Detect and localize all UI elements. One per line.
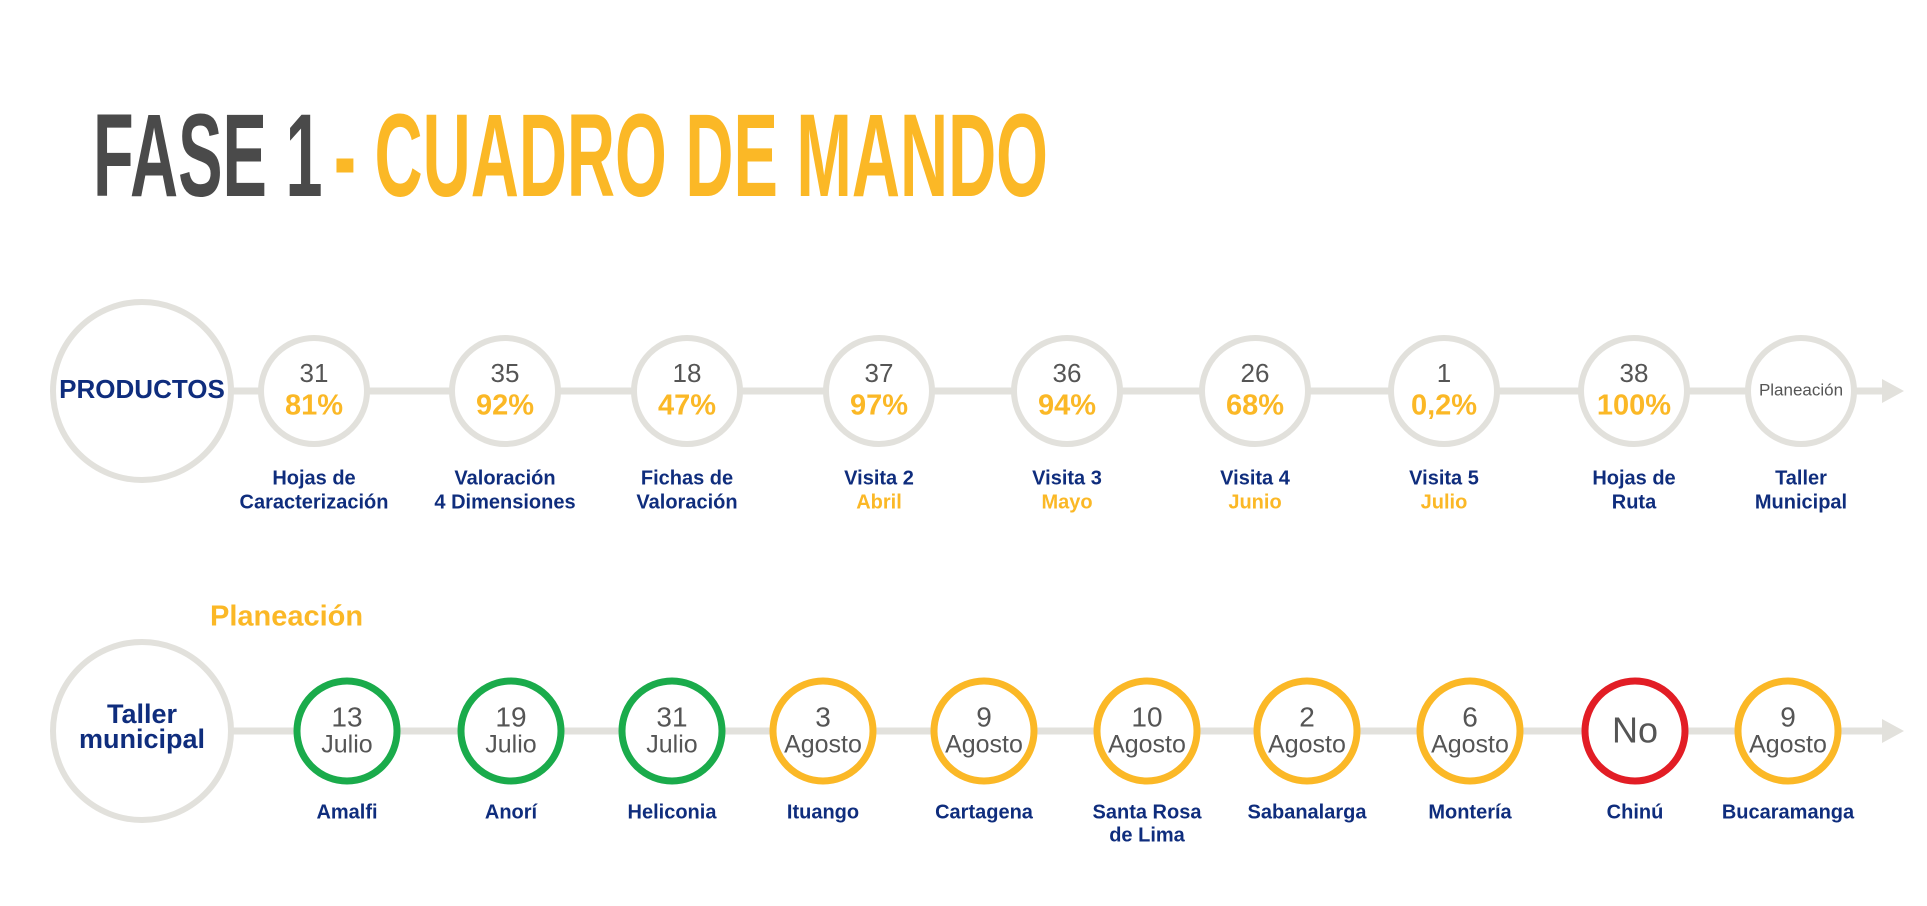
day: 10 bbox=[1131, 701, 1162, 732]
place-label: Cartagena bbox=[935, 801, 1034, 823]
product-label: Taller bbox=[1775, 467, 1827, 489]
place-label: Bucaramanga bbox=[1722, 801, 1855, 823]
place-label: Ituango bbox=[787, 801, 859, 823]
month: Agosto bbox=[1431, 731, 1509, 759]
status-text: No bbox=[1612, 710, 1658, 751]
month: Agosto bbox=[1268, 731, 1346, 759]
big-circle bbox=[50, 639, 234, 823]
product-circle bbox=[1388, 335, 1500, 447]
percent: 94% bbox=[1038, 390, 1096, 422]
place-label: Anorí bbox=[485, 801, 539, 823]
month: Agosto bbox=[784, 731, 862, 759]
month: Julio bbox=[321, 731, 372, 759]
workshop-circle bbox=[1581, 677, 1689, 785]
count: 35 bbox=[491, 358, 520, 388]
title-accent: - CUADRO DE MANDO bbox=[334, 90, 1048, 222]
product-label: 4 Dimensiones bbox=[434, 491, 575, 513]
count: 38 bbox=[1620, 358, 1649, 388]
title-main: FASE 1 bbox=[93, 90, 323, 222]
product-month: Junio bbox=[1228, 491, 1281, 513]
arrow bbox=[1882, 379, 1904, 403]
place-label: Sabanalarga bbox=[1248, 801, 1368, 823]
percent: 97% bbox=[850, 390, 908, 422]
month: Agosto bbox=[945, 731, 1023, 759]
circle-text: Planeación bbox=[1759, 380, 1843, 399]
count: 1 bbox=[1437, 358, 1451, 388]
workshop-label: municipal bbox=[79, 724, 205, 754]
workshop-circle bbox=[457, 677, 565, 785]
count: 26 bbox=[1241, 358, 1270, 388]
day: 13 bbox=[331, 701, 362, 732]
count: 18 bbox=[673, 358, 702, 388]
product-label: Ruta bbox=[1612, 491, 1657, 513]
day: 9 bbox=[1780, 701, 1796, 732]
workshop-label: Taller bbox=[107, 699, 178, 729]
percent: 100% bbox=[1597, 390, 1671, 422]
product-circle bbox=[1011, 335, 1123, 447]
day: 6 bbox=[1462, 701, 1478, 732]
workshop-circle bbox=[1253, 677, 1361, 785]
product-circle bbox=[449, 335, 561, 447]
place-label: Santa Rosa bbox=[1093, 801, 1203, 823]
day: 3 bbox=[815, 701, 831, 732]
workshop-circle bbox=[1093, 677, 1201, 785]
product-circle bbox=[631, 335, 743, 447]
count: 37 bbox=[865, 358, 894, 388]
workshop-circle bbox=[1416, 677, 1524, 785]
workshop-heading: Planeación bbox=[210, 601, 363, 633]
product-circle bbox=[823, 335, 935, 447]
product-circle bbox=[1199, 335, 1311, 447]
place-label: de Lima bbox=[1109, 824, 1185, 846]
percent: 92% bbox=[476, 390, 534, 422]
product-label: Hojas de bbox=[1592, 467, 1675, 489]
month: Julio bbox=[646, 731, 697, 759]
product-month: Abril bbox=[856, 491, 902, 513]
day: 2 bbox=[1299, 701, 1315, 732]
workshop-circle bbox=[1734, 677, 1842, 785]
big-circle bbox=[50, 299, 234, 483]
product-label: Caracterización bbox=[240, 491, 389, 513]
workshop-circle bbox=[293, 677, 401, 785]
percent: 68% bbox=[1226, 390, 1284, 422]
product-month: Julio bbox=[1421, 491, 1468, 513]
count: 31 bbox=[300, 358, 329, 388]
products-label: PRODUCTOS bbox=[59, 374, 225, 404]
day: 31 bbox=[656, 701, 687, 732]
place-label: Chinú bbox=[1607, 801, 1664, 823]
product-month: Mayo bbox=[1041, 491, 1092, 513]
workshop-circle bbox=[618, 677, 726, 785]
workshop-circle bbox=[769, 677, 877, 785]
month: Julio bbox=[485, 731, 536, 759]
product-label: Municipal bbox=[1755, 491, 1847, 513]
place-label: Amalfi bbox=[316, 801, 377, 823]
place-label: Montería bbox=[1428, 801, 1512, 823]
product-label: Valoración bbox=[636, 491, 737, 513]
count: 36 bbox=[1053, 358, 1082, 388]
arrow bbox=[1882, 719, 1904, 743]
product-circle bbox=[1578, 335, 1690, 447]
workshop-circle bbox=[930, 677, 1038, 785]
percent: 81% bbox=[285, 390, 343, 422]
day: 9 bbox=[976, 701, 992, 732]
product-label: Visita 2 bbox=[844, 467, 914, 489]
product-label: Hojas de bbox=[272, 467, 355, 489]
product-circle bbox=[258, 335, 370, 447]
month: Agosto bbox=[1108, 731, 1186, 759]
product-label: Visita 5 bbox=[1409, 467, 1479, 489]
product-label: Visita 4 bbox=[1220, 467, 1291, 489]
product-label: Fichas de bbox=[641, 467, 733, 489]
percent: 47% bbox=[658, 390, 716, 422]
percent: 0,2% bbox=[1411, 390, 1477, 422]
place-label: Heliconia bbox=[628, 801, 718, 823]
month: Agosto bbox=[1749, 731, 1827, 759]
day: 19 bbox=[495, 701, 526, 732]
product-circle bbox=[1745, 335, 1857, 447]
product-label: Valoración bbox=[454, 467, 555, 489]
title: FASE 1- CUADRO DE MANDO bbox=[93, 90, 1048, 222]
product-label: Visita 3 bbox=[1032, 467, 1102, 489]
